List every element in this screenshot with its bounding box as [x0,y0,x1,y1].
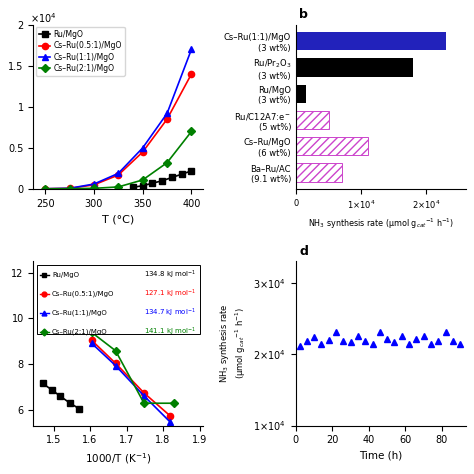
Text: Ru/MgO: Ru/MgO [52,272,79,278]
Cs–Ru(1:1)/MgO [42,186,48,191]
Cs–Ru(1:1)/MgO [189,46,194,52]
Line: Cs–Ru(0.5:1)/MgO: Cs–Ru(0.5:1)/MgO [42,71,195,192]
Cs–Ru(2:1)/MgO [89,329,95,335]
Cs–Ru(0.5:1)/MgO [140,149,146,155]
Cs–Ru(2:1)/MgO [42,186,48,191]
Line: Cs–Ru(1:1)/MgO: Cs–Ru(1:1)/MgO [42,46,195,192]
Cs–Ru(0.5:1)/MgO [67,185,73,191]
Cs–Ru(1:1)/MgO [113,363,118,368]
Bar [296,84,306,103]
Cs–Ru(0.5:1)/MgO [141,390,147,396]
Line: Cs–Ru(0.5:1)/MgO: Cs–Ru(0.5:1)/MgO [89,337,173,419]
Bar [296,58,413,77]
Cs–Ru(2:1)/MgO [67,186,73,191]
Cs–Ru(0.5:1)/MgO [167,413,173,419]
Text: d: d [299,245,308,258]
Cs–Ru(1:1)/MgO [140,145,146,151]
Cs–Ru(0.5:1)/MgO [113,360,118,366]
Cs–Ru(0.5:1)/MgO [164,116,170,122]
Y-axis label: NH$_3$ synthesis rate
(μmol g$_{cat}$$^{-1}$ h$^{-1}$): NH$_3$ synthesis rate (μmol g$_{cat}$$^{… [219,303,248,383]
Text: 127.1 kJ mol$^{-1}$: 127.1 kJ mol$^{-1}$ [144,288,196,300]
Line: Cs–Ru(2:1)/MgO: Cs–Ru(2:1)/MgO [89,329,177,406]
Ru/MgO [189,168,194,174]
Cs–Ru(0.5:1)/MgO [89,337,95,343]
Bar [296,163,342,182]
Ru/MgO [58,393,64,399]
Ru/MgO [150,181,155,186]
Ru/MgO [67,400,73,406]
FancyBboxPatch shape [37,264,200,334]
Text: Cs–Ru(1:1)/MgO: Cs–Ru(1:1)/MgO [52,310,108,316]
Text: 134.7 kJ mol$^{-1}$: 134.7 kJ mol$^{-1}$ [145,307,196,319]
Cs–Ru(1:1)/MgO [141,393,147,399]
Ru/MgO [159,178,165,183]
Cs–Ru(1:1)/MgO [167,419,173,425]
Ru/MgO [40,381,46,386]
Cs–Ru(2:1)/MgO [140,177,146,183]
Text: 134.8 kJ mol$^{-1}$: 134.8 kJ mol$^{-1}$ [144,269,196,281]
Cs–Ru(0.5:1)/MgO [91,182,97,188]
Ru/MgO [49,387,55,392]
Text: $\times10^4$: $\times10^4$ [30,11,57,25]
X-axis label: 1000/T (K$^{-1}$): 1000/T (K$^{-1}$) [85,451,152,465]
X-axis label: T (°C): T (°C) [102,214,135,224]
Cs–Ru(2:1)/MgO [91,185,97,191]
Line: Cs–Ru(2:1)/MgO: Cs–Ru(2:1)/MgO [42,128,195,192]
Cs–Ru(1:1)/MgO [67,185,73,191]
Cs–Ru(2:1)/MgO [113,348,118,354]
Text: 141.1 kJ mol$^{-1}$: 141.1 kJ mol$^{-1}$ [144,326,196,338]
Cs–Ru(1:1)/MgO [91,181,97,187]
Text: Cs–Ru(2:1)/MgO: Cs–Ru(2:1)/MgO [52,328,108,335]
Cs–Ru(1:1)/MgO [164,110,170,116]
X-axis label: NH$_3$ synthesis rate (μmol g$_{cat}$$^{-1}$ h$^{-1}$): NH$_3$ synthesis rate (μmol g$_{cat}$$^{… [308,217,454,231]
Cs–Ru(0.5:1)/MgO [116,172,121,178]
Ru/MgO [140,183,146,189]
Ru/MgO [169,174,175,180]
Line: Cs–Ru(1:1)/MgO: Cs–Ru(1:1)/MgO [89,340,173,425]
Cs–Ru(1:1)/MgO [89,341,95,346]
Cs–Ru(2:1)/MgO [171,401,177,406]
Legend: Ru/MgO, Cs–Ru(0.5:1)/MgO, Cs–Ru(1:1)/MgO, Cs–Ru(2:1)/MgO: Ru/MgO, Cs–Ru(0.5:1)/MgO, Cs–Ru(1:1)/MgO… [36,27,125,76]
Text: b: b [299,9,308,21]
Cs–Ru(1:1)/MgO [116,171,121,176]
Ru/MgO [76,406,82,411]
Bar [296,137,368,155]
Ru/MgO [130,184,136,190]
Text: Cs–Ru(0.5:1)/MgO: Cs–Ru(0.5:1)/MgO [52,291,115,297]
Cs–Ru(2:1)/MgO [141,401,147,406]
Cs–Ru(2:1)/MgO [164,160,170,165]
Cs–Ru(2:1)/MgO [189,128,194,134]
Cs–Ru(0.5:1)/MgO [189,71,194,77]
Line: Ru/MgO: Ru/MgO [39,380,82,412]
Bar [296,32,446,50]
Ru/MgO [179,171,184,177]
Line: Ru/MgO: Ru/MgO [130,168,195,191]
X-axis label: Time (h): Time (h) [359,451,402,461]
Cs–Ru(0.5:1)/MgO [42,186,48,191]
Cs–Ru(2:1)/MgO [116,184,121,190]
Bar [296,111,328,129]
